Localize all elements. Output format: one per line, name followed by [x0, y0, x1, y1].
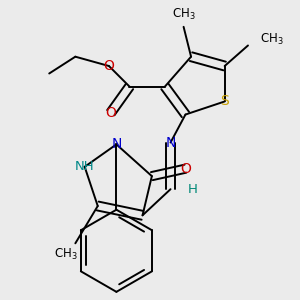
Text: CH$_3$: CH$_3$ — [54, 247, 78, 262]
Text: NH: NH — [75, 160, 94, 173]
Text: S: S — [220, 94, 229, 109]
Text: CH$_3$: CH$_3$ — [172, 7, 195, 22]
Text: N: N — [165, 136, 176, 149]
Text: CH$_3$: CH$_3$ — [260, 32, 284, 47]
Text: O: O — [105, 106, 116, 120]
Text: O: O — [103, 59, 114, 73]
Text: H: H — [188, 183, 198, 196]
Text: N: N — [111, 137, 122, 152]
Text: O: O — [180, 162, 191, 176]
